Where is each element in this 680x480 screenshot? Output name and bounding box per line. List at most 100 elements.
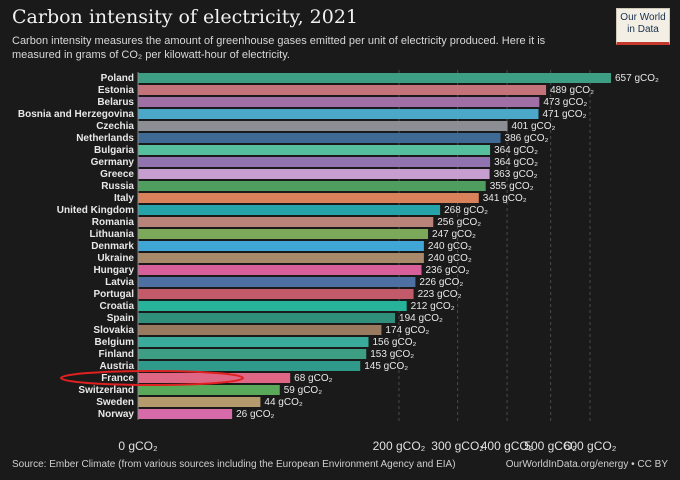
value-label: 473 gCO₂ <box>543 97 587 108</box>
bar <box>138 157 491 167</box>
bar <box>138 169 490 179</box>
category-label: Belarus <box>97 97 134 108</box>
value-label: 240 gCO₂ <box>428 253 472 264</box>
bar <box>138 181 486 191</box>
value-label: 256 gCO₂ <box>437 217 481 228</box>
value-label: 174 gCO₂ <box>385 325 429 336</box>
value-label: 44 gCO₂ <box>264 397 302 408</box>
category-label: Hungary <box>93 265 134 276</box>
category-label: Croatia <box>100 301 135 312</box>
bar <box>138 85 547 95</box>
value-label: 223 gCO₂ <box>418 289 462 300</box>
category-label: France <box>101 373 134 384</box>
logo-line-1: Our World <box>620 12 666 23</box>
chart-title: Carbon intensity of electricity, 2021 <box>12 6 358 28</box>
value-label: 156 gCO₂ <box>372 337 416 348</box>
category-label: Belgium <box>95 337 135 348</box>
bar <box>138 97 540 107</box>
category-label: Sweden <box>96 397 134 408</box>
category-label: Slovakia <box>93 325 134 336</box>
owid-logo[interactable]: Our World in Data <box>616 8 670 45</box>
category-label: Russia <box>101 181 134 192</box>
value-label: 363 gCO₂ <box>494 169 538 180</box>
category-label: Norway <box>98 409 135 420</box>
value-label: 471 gCO₂ <box>542 109 586 120</box>
bar <box>138 193 479 203</box>
x-tick-label: 0 gCO₂ <box>118 439 158 453</box>
value-label: 240 gCO₂ <box>428 241 472 252</box>
value-label: 401 gCO₂ <box>512 121 556 132</box>
value-label: 226 gCO₂ <box>419 277 463 288</box>
bar <box>138 337 369 347</box>
category-label: Switzerland <box>78 385 134 396</box>
value-label: 489 gCO₂ <box>550 85 594 96</box>
value-label: 68 gCO₂ <box>294 373 332 384</box>
bar <box>138 325 382 335</box>
value-label: 212 gCO₂ <box>411 301 455 312</box>
category-label: Portugal <box>93 289 134 300</box>
value-label: 341 gCO₂ <box>483 193 527 204</box>
bar <box>138 385 280 395</box>
value-label: 657 gCO₂ <box>615 73 659 84</box>
source-note: Source: Ember Climate (from various sour… <box>12 459 456 470</box>
x-tick-label: 500 gCO₂ <box>524 439 577 453</box>
category-label: Italy <box>114 193 134 204</box>
bar <box>138 301 407 311</box>
value-label: 386 gCO₂ <box>505 133 549 144</box>
logo-line-2: in Data <box>627 24 659 35</box>
bar <box>138 409 233 419</box>
chart-subtitle: Carbon intensity measures the amount of … <box>12 35 546 61</box>
value-label: 26 gCO₂ <box>236 409 274 420</box>
bar <box>138 373 291 383</box>
bar <box>138 133 501 143</box>
category-label: Lithuania <box>90 229 135 240</box>
category-label: Finland <box>98 349 134 360</box>
value-label: 268 gCO₂ <box>444 205 488 216</box>
category-label: Austria <box>100 361 135 372</box>
bar <box>138 349 367 359</box>
value-label: 145 gCO₂ <box>364 361 408 372</box>
highlight-ellipse <box>60 370 244 386</box>
bar <box>138 241 424 251</box>
bar <box>138 289 414 299</box>
category-label: Romania <box>92 217 135 228</box>
category-label: United Kingdom <box>57 205 134 216</box>
category-label: Ukraine <box>97 253 134 264</box>
bar <box>138 265 422 275</box>
bar <box>138 229 429 239</box>
category-label: Bosnia and Herzegovina <box>18 109 135 120</box>
bar <box>138 205 441 215</box>
value-label: 247 gCO₂ <box>432 229 476 240</box>
bar <box>138 397 261 407</box>
category-label: Latvia <box>105 277 134 288</box>
category-label: Spain <box>107 313 134 324</box>
x-tick-label: 200 gCO₂ <box>373 439 426 453</box>
x-tick-label: 400 gCO₂ <box>481 439 534 453</box>
x-tick-label: 300 gCO₂ <box>431 439 484 453</box>
bar <box>138 361 361 371</box>
category-label: Estonia <box>98 85 135 96</box>
value-label: 194 gCO₂ <box>399 313 443 324</box>
bar <box>138 109 539 119</box>
bar <box>138 121 508 131</box>
value-label: 364 gCO₂ <box>494 157 538 168</box>
category-label: Netherlands <box>76 133 134 144</box>
category-label: Poland <box>101 73 134 84</box>
bar <box>138 73 611 83</box>
bar <box>138 313 396 323</box>
value-label: 364 gCO₂ <box>494 145 538 156</box>
value-label: 59 gCO₂ <box>284 385 322 396</box>
category-label: Czechia <box>96 121 134 132</box>
bar <box>138 253 424 263</box>
value-label: 236 gCO₂ <box>425 265 469 276</box>
category-label: Denmark <box>91 241 134 252</box>
value-label: 355 gCO₂ <box>490 181 534 192</box>
category-label: Greece <box>100 169 134 180</box>
bar <box>138 277 416 287</box>
value-label: 153 gCO₂ <box>370 349 414 360</box>
category-label: Bulgaria <box>94 145 134 156</box>
credit-link[interactable]: OurWorldInData.org/energy • CC BY <box>505 459 668 470</box>
bar <box>138 217 434 227</box>
bar <box>138 145 491 155</box>
